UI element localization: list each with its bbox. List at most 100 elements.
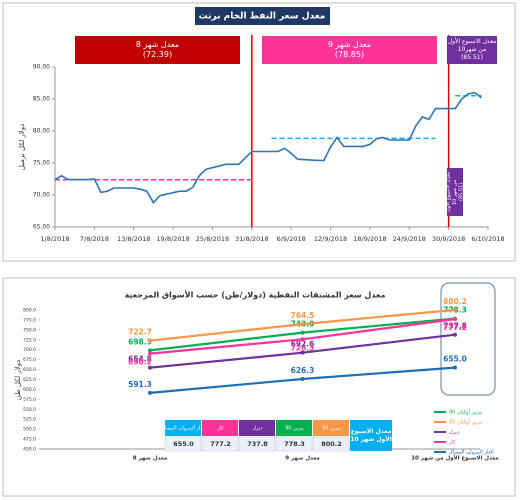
- x-tick-label: 6/9/2018: [277, 235, 306, 243]
- y-tick-label: 800.0: [23, 308, 36, 314]
- table-cell: [164, 436, 202, 452]
- y-axis-label: دولار لكل طن: [14, 360, 22, 401]
- x-tick-label: معدل شهر 8: [133, 456, 168, 462]
- y-tick-label: 650.0: [23, 367, 36, 373]
- top-frame: [2, 2, 516, 262]
- y-tick-label: 625.0: [23, 377, 36, 383]
- y-tick-label: 90.00: [33, 64, 50, 71]
- y-tick-label: 500.0: [23, 427, 36, 433]
- y-tick-label: 70.00: [33, 192, 50, 199]
- value-label: 692.6: [291, 340, 315, 349]
- y-tick-label: 80.00: [33, 128, 50, 135]
- legend-label: ديزل: [449, 430, 459, 436]
- average-label: معدل شهر 9: [327, 39, 372, 49]
- table-cell: [238, 436, 276, 452]
- y-tick-label: 750.0: [23, 327, 36, 333]
- point: [300, 330, 305, 335]
- average-label: معدل الاسبوع الأول من شهر10: [447, 38, 497, 54]
- average-box: معدل شهر 8 (72.39): [75, 36, 240, 64]
- table-title-cell: [350, 420, 392, 451]
- value-label: 726.3: [291, 343, 315, 352]
- y-tick-label: 600.0: [23, 387, 36, 393]
- point: [453, 332, 457, 337]
- legend-label: بنزين أوكتان 90: [449, 409, 482, 416]
- value-label: 654.8: [128, 355, 152, 364]
- x-tick-label: 7/8/2018: [80, 235, 109, 243]
- y-axis-label: دولار لكل برميل: [18, 124, 26, 171]
- y-tick-label: 75.00: [33, 160, 50, 167]
- y-tick-label: 575.0: [23, 397, 36, 403]
- y-tick-label: 675.0: [23, 357, 36, 363]
- table-header-text: ديزل: [252, 426, 262, 432]
- value-label: 655.0: [443, 355, 467, 364]
- x-tick-label: معدل الاسبوع الأول من شهر 10: [411, 454, 499, 462]
- table-header: [239, 420, 275, 436]
- y-tick-label: 450.0: [23, 447, 36, 453]
- value-label: 626.3: [291, 366, 315, 375]
- side-note-text: معدل الاسبوع الأول من شهر 10: [445, 171, 458, 213]
- y-tick-label: 65.00: [33, 224, 50, 231]
- x-tick-label: 25/8/2018: [196, 235, 229, 243]
- x-tick-label: 1/8/2018: [40, 235, 69, 243]
- point: [453, 317, 457, 322]
- table-cell: [312, 436, 350, 452]
- title-box: [195, 7, 330, 25]
- chart-title: معدل سعر النفط الخام برنت: [199, 12, 326, 22]
- legend-label: بنزين أوكتان 95: [449, 419, 482, 426]
- y-tick-label: 700.0: [23, 347, 36, 353]
- point: [453, 365, 457, 370]
- table-value: 777.2: [210, 440, 231, 448]
- table-value: 800.2: [321, 440, 342, 448]
- point: [453, 307, 457, 312]
- point: [300, 337, 305, 342]
- x-tick-label: 6/10/2018: [471, 235, 504, 243]
- table-header: [202, 420, 238, 436]
- x-tick-label: 18/9/2018: [353, 235, 386, 243]
- average-value: (85.51): [461, 53, 483, 61]
- y-tick-label: 85.00: [33, 96, 50, 103]
- value-label: 800.2: [443, 297, 467, 306]
- table-header: [276, 420, 312, 436]
- average-box: معدل شهر 9 (78.85): [262, 36, 437, 64]
- average-box: معدل الاسبوع الأول من شهر10 (85.51): [447, 36, 497, 64]
- value-label: 737.8: [443, 322, 467, 331]
- x-tick-label: 12/9/2018: [314, 235, 347, 243]
- y-tick-label: 525.0: [23, 417, 36, 423]
- side-note-value: (85.51): [458, 182, 465, 202]
- point: [148, 351, 152, 356]
- x-tick-label: 19/8/2018: [156, 235, 189, 243]
- table-header: [165, 420, 201, 436]
- x-tick-label: 13/8/2018: [117, 235, 150, 243]
- point: [148, 365, 152, 370]
- y-tick-label: 775.0: [23, 317, 36, 323]
- point: [148, 390, 152, 395]
- table-header: [313, 420, 349, 436]
- table-header-text: الغاز البترولي المسال: [161, 426, 206, 432]
- price-line: [54, 91, 482, 205]
- value-label: 591.3: [128, 380, 152, 389]
- x-tick-label: 31/8/2018: [235, 235, 268, 243]
- table-cell: [275, 436, 313, 452]
- highlight-frame: [440, 282, 496, 396]
- point: [148, 338, 152, 343]
- average-label: معدل شهر 8: [135, 39, 180, 49]
- value-label: 722.7: [128, 328, 152, 337]
- side-note: معدل الاسبوع الأول من شهر 10 (85.51): [445, 168, 465, 216]
- y-tick-label: 475.0: [23, 437, 36, 443]
- value-label: 764.5: [291, 311, 315, 320]
- table-title: معدل الاسبوع الأول شهر 10: [350, 427, 392, 443]
- chart-title: معدل سعر المشتقات النفطية (دولار/طن) حسب…: [125, 290, 386, 300]
- x-tick-label: معدل شهر 9: [285, 456, 320, 462]
- table-value: 737.8: [247, 440, 268, 448]
- table-header-text: بنزين 95: [322, 426, 341, 432]
- point: [300, 376, 305, 381]
- bottom-frame: [2, 277, 516, 497]
- y-tick-label: 550.0: [23, 407, 36, 413]
- value-label: 777.2: [443, 323, 467, 332]
- x-tick-label: 30/9/2018: [432, 235, 465, 243]
- table-value: 655.0: [173, 440, 194, 448]
- table-cell: [201, 436, 239, 452]
- point: [300, 350, 305, 355]
- y-tick-label: 725.0: [23, 337, 36, 343]
